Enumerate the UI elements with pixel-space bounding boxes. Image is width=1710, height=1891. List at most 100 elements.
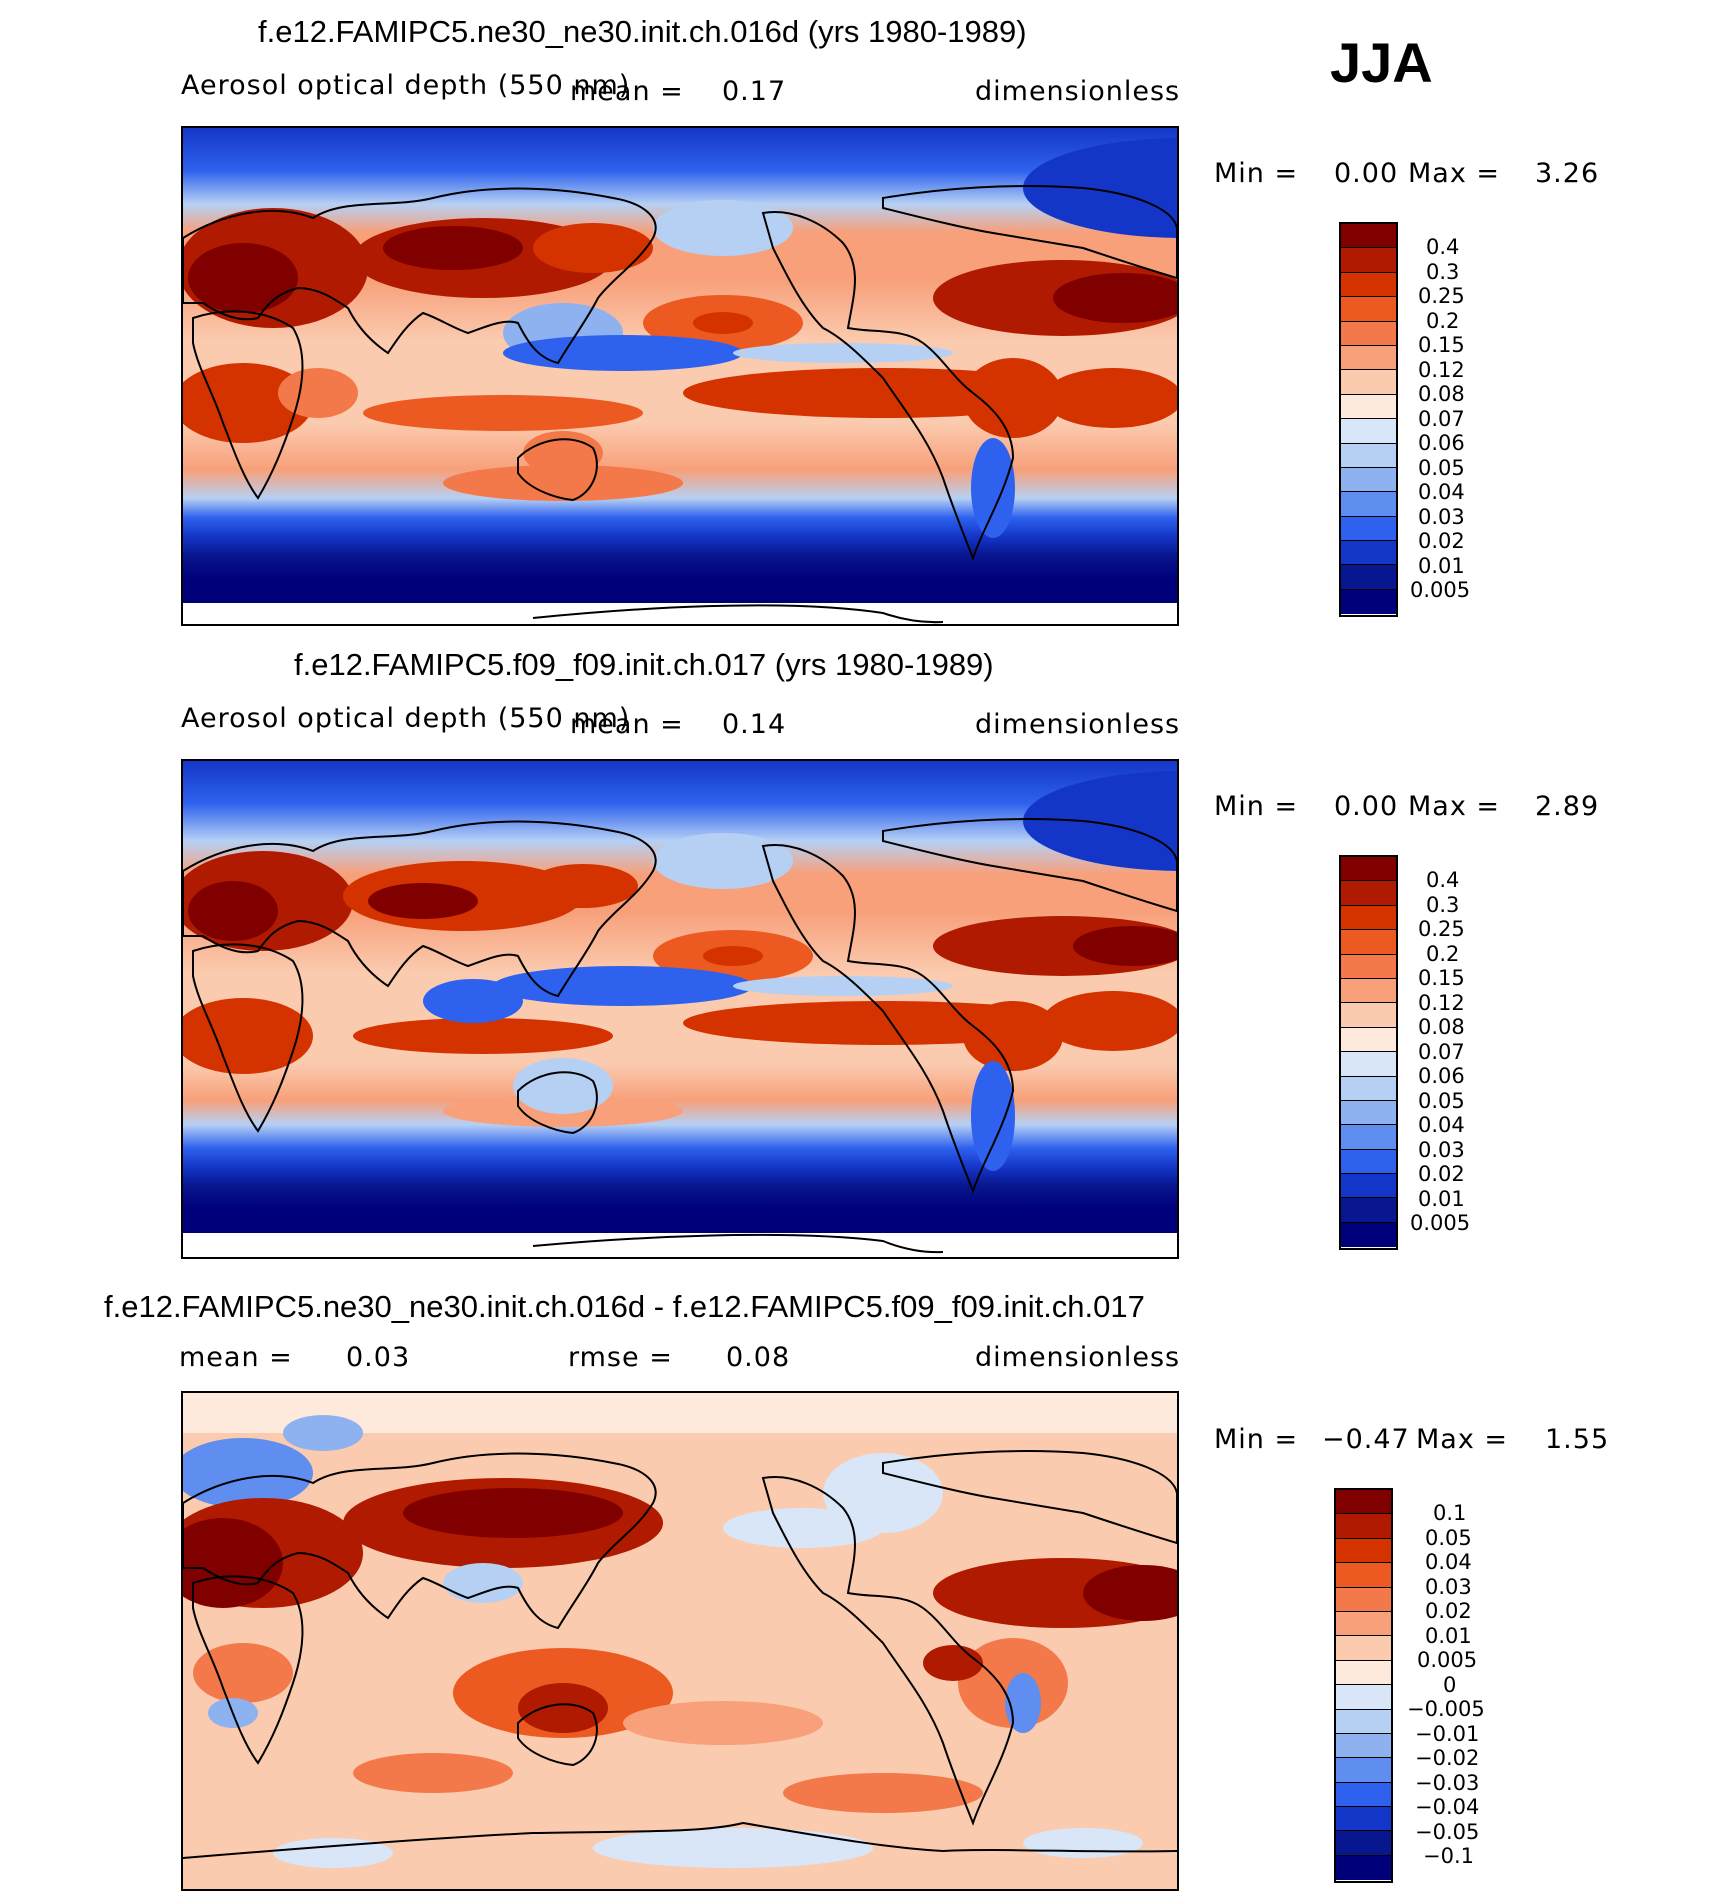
colorbar-swatch xyxy=(1341,1174,1396,1199)
panel-1-min-label: Min = xyxy=(1214,158,1299,189)
colorbar-swatch xyxy=(1341,1198,1396,1223)
panel-3-mean-label: mean = xyxy=(179,1342,293,1373)
colorbar-swatch xyxy=(1341,881,1396,906)
colorbar-tick: 0.04 xyxy=(1418,480,1465,504)
panel-1-mean-value: 0.17 xyxy=(722,76,787,107)
colorbar-tick: −0.005 xyxy=(1407,1697,1485,1721)
panel-3-rmse-value: 0.08 xyxy=(726,1342,791,1373)
colorbar-tick: 0.01 xyxy=(1418,554,1465,578)
panel-3-min-label: Min = xyxy=(1214,1424,1299,1455)
panel-1-variable: Aerosol optical depth (550 nm) xyxy=(181,70,631,101)
colorbar-tick: 0.04 xyxy=(1418,1113,1465,1137)
colorbar-swatch xyxy=(1341,905,1396,931)
colorbar-swatch xyxy=(1336,1538,1391,1564)
panel-2-min-value: 0.00 xyxy=(1334,791,1399,822)
colorbar-tick: 0.05 xyxy=(1425,1526,1472,1550)
colorbar-tick: 0.01 xyxy=(1425,1624,1472,1648)
colorbar-swatch xyxy=(1336,1490,1391,1515)
colorbar-swatch xyxy=(1341,1125,1396,1150)
colorbar-swatch xyxy=(1341,930,1396,955)
season-label: JJA xyxy=(1330,31,1433,94)
colorbar-swatch xyxy=(1341,1003,1396,1028)
colorbar-swatch xyxy=(1341,978,1396,1004)
colorbar-swatch xyxy=(1336,1636,1391,1661)
colorbar-tick: 0.03 xyxy=(1418,505,1465,529)
colorbar-tick: 0.06 xyxy=(1418,1064,1465,1088)
panel-2-mean-value: 0.14 xyxy=(722,709,787,740)
colorbar-tick: 0.15 xyxy=(1418,333,1465,357)
colorbar-tick: −0.05 xyxy=(1415,1820,1480,1844)
colorbar-tick: 0.08 xyxy=(1418,382,1465,406)
colorbar-tick: −0.01 xyxy=(1415,1722,1480,1746)
panel-1-max-value: 3.26 xyxy=(1535,158,1600,189)
colorbar-swatch xyxy=(1341,1100,1396,1126)
colorbar-tick: 0.15 xyxy=(1418,966,1465,990)
panel-1-mean-label: mean = xyxy=(570,76,684,107)
panel-2-units: dimensionless xyxy=(975,709,1181,740)
colorbar-tick: 0.2 xyxy=(1426,942,1460,966)
colorbar-tick: 0.07 xyxy=(1418,1040,1465,1064)
panel-3-title: f.e12.FAMIPC5.ne30_ne30.init.ch.016d - f… xyxy=(104,1289,1145,1324)
colorbar-swatch xyxy=(1341,1149,1396,1175)
colorbar-tick: 0.4 xyxy=(1426,868,1460,892)
panel-1-units: dimensionless xyxy=(975,76,1181,107)
colorbar-tick: 0.02 xyxy=(1418,1162,1465,1186)
colorbar-tick: 0.05 xyxy=(1418,1089,1465,1113)
colorbar-swatch xyxy=(1341,467,1396,493)
panel-3-max-label: Max = xyxy=(1416,1424,1509,1455)
colorbar-swatch xyxy=(1336,1782,1391,1808)
panel-1-max-label: Max = xyxy=(1408,158,1501,189)
colorbar-swatch xyxy=(1341,857,1396,882)
colorbar-tick: 0.4 xyxy=(1426,235,1460,259)
panel-2-mean-label: mean = xyxy=(570,709,684,740)
panel-1-colorbar xyxy=(1339,222,1398,617)
colorbar-tick: 0.12 xyxy=(1418,358,1465,382)
colorbar-swatch xyxy=(1341,589,1396,615)
panel-2-max-label: Max = xyxy=(1408,791,1501,822)
model-map-f09 xyxy=(181,759,1179,1259)
colorbar-tick: −0.04 xyxy=(1415,1795,1480,1819)
panel-2-min-label: Min = xyxy=(1214,791,1299,822)
colorbar-tick: 0.12 xyxy=(1418,991,1465,1015)
colorbar-swatch xyxy=(1341,1052,1396,1077)
colorbar-swatch xyxy=(1336,1611,1391,1637)
colorbar-tick: 0.07 xyxy=(1418,407,1465,431)
colorbar-tick: 0.005 xyxy=(1417,1648,1478,1672)
colorbar-tick: 0.03 xyxy=(1425,1575,1472,1599)
colorbar-swatch xyxy=(1341,419,1396,444)
colorbar-tick: 0.25 xyxy=(1418,917,1465,941)
colorbar-tick: 0.1 xyxy=(1433,1501,1467,1525)
colorbar-tick: −0.03 xyxy=(1415,1771,1480,1795)
panel-2-title: f.e12.FAMIPC5.f09_f09.init.ch.017 (yrs 1… xyxy=(294,647,994,682)
colorbar-tick: 0.01 xyxy=(1418,1187,1465,1211)
panel-2-colorbar xyxy=(1339,855,1398,1250)
colorbar-tick: 0.04 xyxy=(1425,1550,1472,1574)
colorbar-swatch xyxy=(1341,954,1396,979)
colorbar-swatch xyxy=(1341,565,1396,590)
colorbar-tick: 0.3 xyxy=(1426,260,1460,284)
panel-3-units: dimensionless xyxy=(975,1342,1181,1373)
colorbar-tick: 0.08 xyxy=(1418,1015,1465,1039)
colorbar-swatch xyxy=(1336,1587,1391,1612)
colorbar-swatch xyxy=(1341,321,1396,346)
colorbar-tick: 0.05 xyxy=(1418,456,1465,480)
panel-1-title: f.e12.FAMIPC5.ne30_ne30.init.ch.016d (yr… xyxy=(258,14,1027,49)
colorbar-tick: 0.02 xyxy=(1425,1599,1472,1623)
colorbar-tick: 0.02 xyxy=(1418,529,1465,553)
panel-3-rmse-label: rmse = xyxy=(568,1342,673,1373)
colorbar-swatch xyxy=(1336,1709,1391,1734)
colorbar-swatch xyxy=(1341,297,1396,322)
colorbar-swatch xyxy=(1336,1563,1391,1588)
colorbar-swatch xyxy=(1341,541,1396,566)
colorbar-swatch xyxy=(1336,1831,1391,1856)
model-map-ne30 xyxy=(181,126,1179,626)
colorbar-swatch xyxy=(1341,1222,1396,1248)
panel-2-max-value: 2.89 xyxy=(1535,791,1600,822)
colorbar-swatch xyxy=(1341,272,1396,298)
panel-3-mean-value: 0.03 xyxy=(346,1342,411,1373)
panel-3-colorbar xyxy=(1334,1488,1393,1883)
colorbar-swatch xyxy=(1336,1660,1391,1686)
colorbar-swatch xyxy=(1341,492,1396,517)
colorbar-swatch xyxy=(1341,394,1396,420)
colorbar-tick: −0.02 xyxy=(1415,1746,1480,1770)
